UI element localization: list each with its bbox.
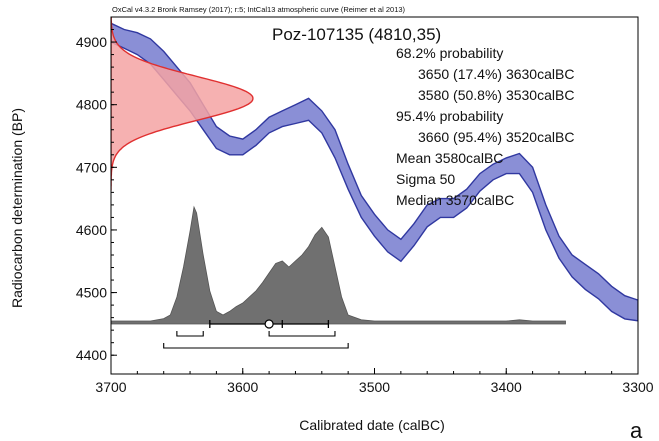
- mean-marker: [264, 319, 274, 329]
- chart-header: OxCal v4.3.2 Bronk Ramsey (2017); r:5; I…: [112, 5, 406, 14]
- radiocarbon-distribution: [111, 17, 254, 191]
- range-68-bracket-1: [268, 331, 336, 337]
- calendar-distribution: [111, 205, 566, 325]
- chart-title: Poz-107135 (4810,35): [272, 25, 441, 44]
- y-tick-label: 4900: [76, 34, 107, 50]
- range-68-bracket-0: [176, 331, 204, 337]
- plot-clipped: [111, 17, 638, 349]
- annotation-line: 3650 (17.4%) 3630calBC: [418, 66, 574, 82]
- calibration-curve-band: [111, 22, 638, 322]
- x-tick-label: 3600: [227, 379, 258, 395]
- range-95-bracket-0: [163, 343, 349, 349]
- x-tick-label: 3400: [491, 379, 522, 395]
- axes: 3700 3600 3500 3400 3300 4400 4500 4600 4700 4800…: [76, 29, 654, 395]
- plot-area: [111, 17, 638, 349]
- annotation-line: 3580 (50.8%) 3530calBC: [418, 87, 574, 103]
- x-tick-label: 3300: [622, 379, 653, 395]
- x-tick-label: 3700: [95, 379, 126, 395]
- annotation-line: 68.2% probability: [396, 45, 503, 61]
- y-axis-label: Radiocarbon determination (BP): [9, 108, 25, 308]
- y-tick-label: 4800: [76, 97, 107, 113]
- x-tick-label: 3500: [359, 379, 390, 395]
- annotation-line: 3660 (95.4%) 3520calBC: [418, 129, 574, 145]
- y-tick-label: 4600: [76, 222, 107, 238]
- panel-label: a: [630, 418, 643, 441]
- annotation-line: Sigma 50: [396, 171, 455, 187]
- y-tick-label: 4400: [76, 347, 107, 363]
- annotation-line: Mean 3580calBC: [396, 150, 503, 166]
- annotation-line: Median 3570calBC: [396, 192, 514, 208]
- annotation-line: 95.4% probability: [396, 108, 503, 124]
- x-axis-label: Calibrated date (calBC): [299, 417, 445, 433]
- y-tick-label: 4700: [76, 159, 107, 175]
- probability-annotations: 68.2% probability 3650 (17.4%) 3630calBC 3…: [396, 45, 574, 208]
- y-tick-label: 4500: [76, 285, 107, 301]
